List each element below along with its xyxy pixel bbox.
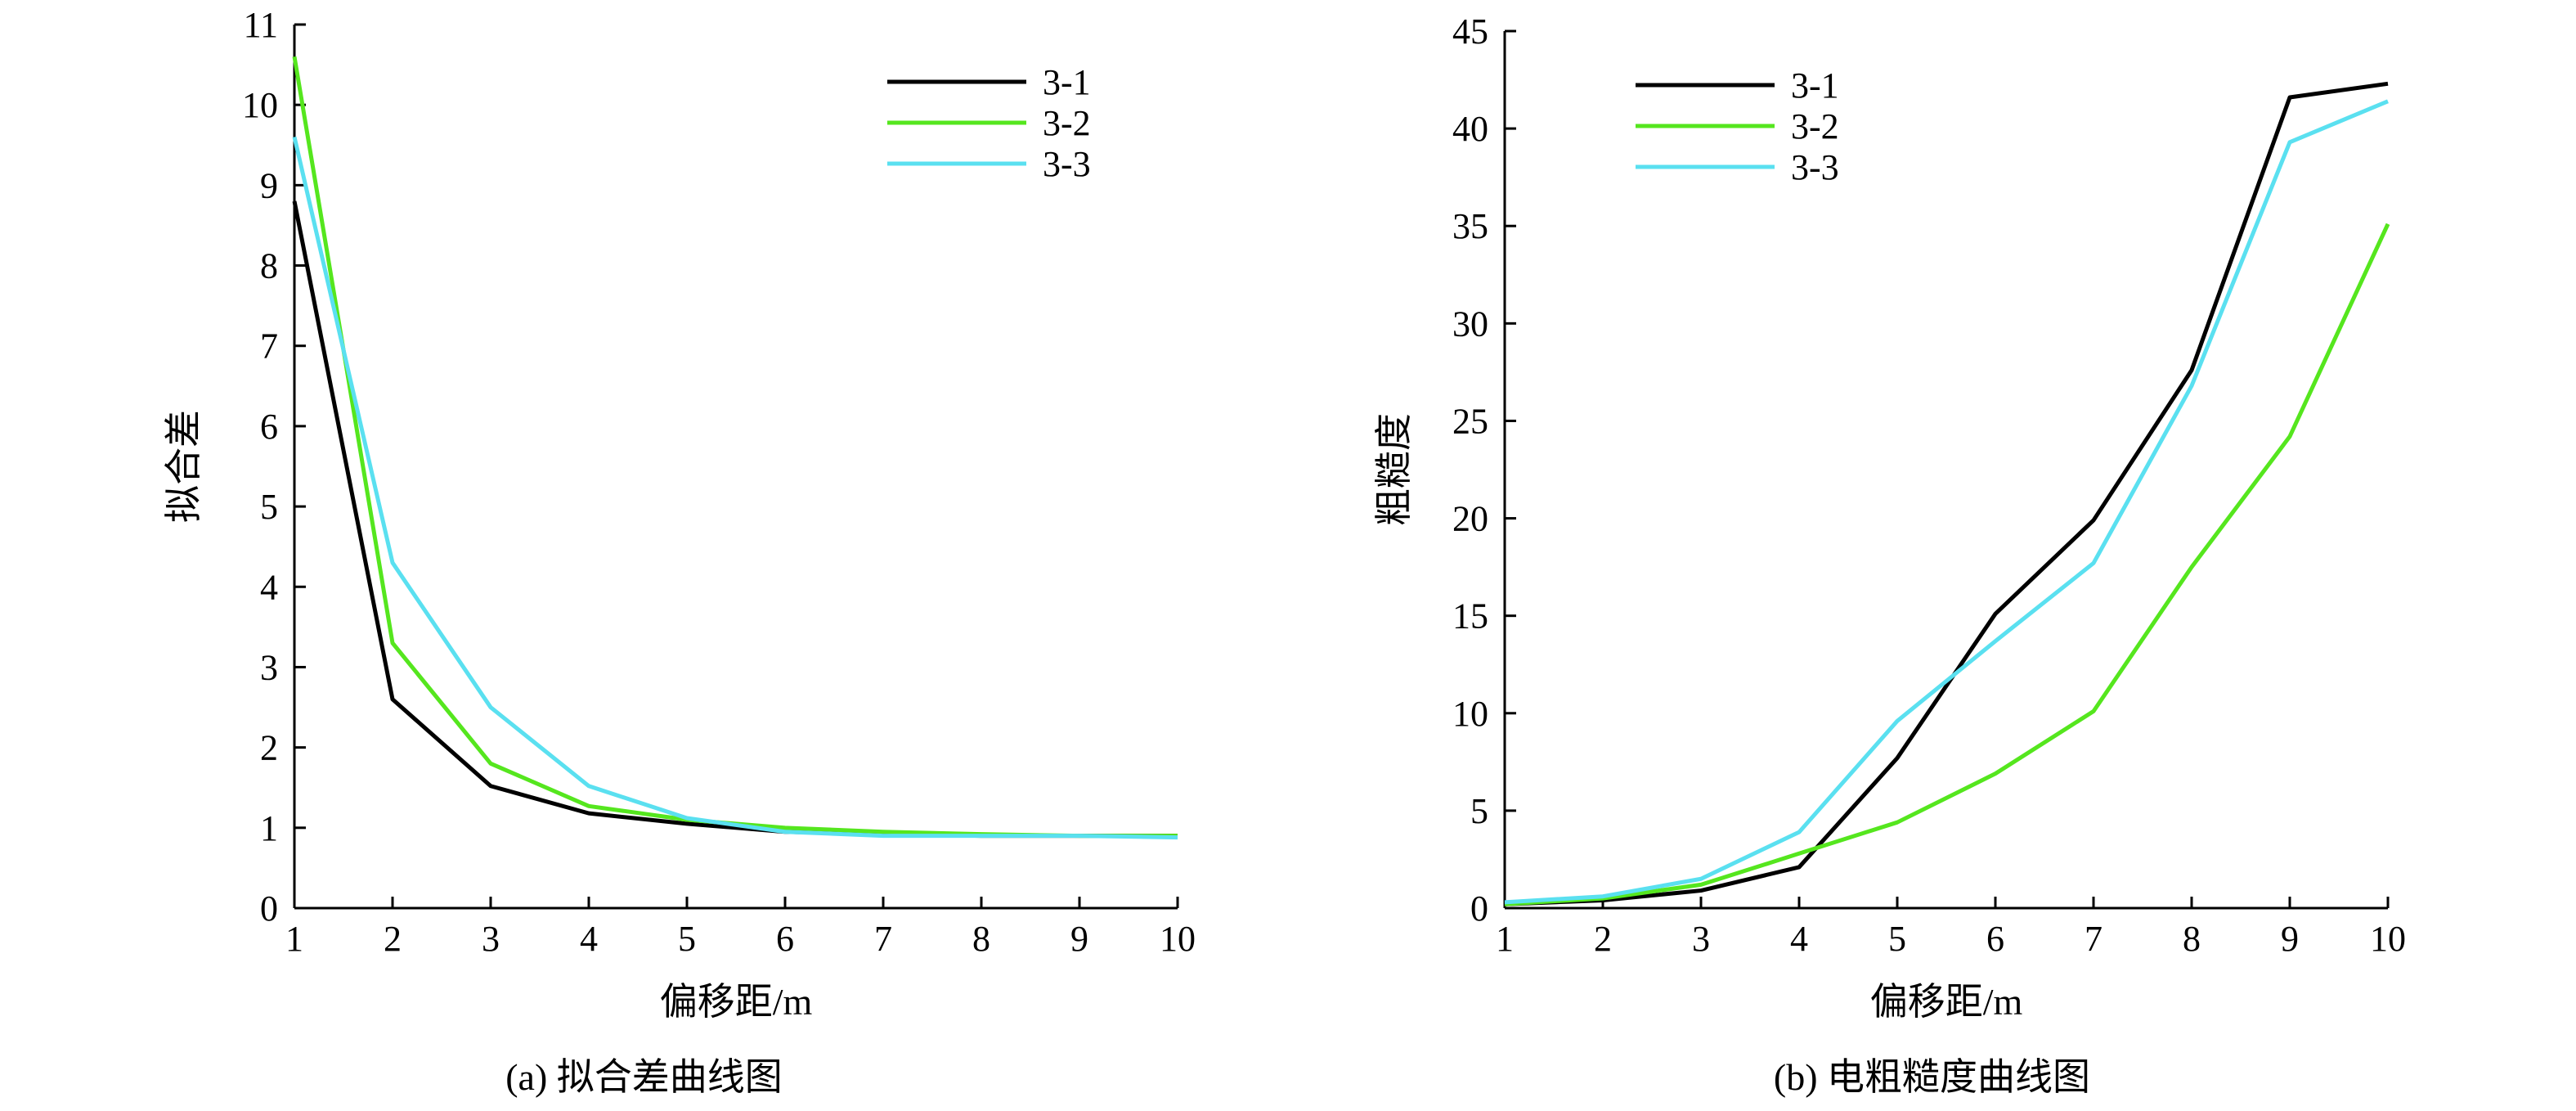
legend-label-3-2: 3-2	[1043, 103, 1091, 143]
y-tick-label: 30	[1452, 304, 1488, 344]
x-tick-label: 9	[1070, 919, 1088, 959]
x-tick-label: 10	[2370, 919, 2406, 959]
legend-label-3-1: 3-1	[1791, 65, 1839, 106]
x-tick-label: 3	[482, 919, 500, 959]
x-tick-label: 7	[2085, 919, 2103, 959]
chart-caption-b: (b) 电粗糙度曲线图	[1773, 1056, 2091, 1098]
x-tick-label: 7	[874, 919, 892, 959]
x-tick-label: 9	[2281, 919, 2299, 959]
y-tick-label: 9	[260, 165, 278, 205]
y-tick-label: 10	[242, 85, 278, 125]
y-tick-label: 35	[1452, 206, 1488, 246]
x-tick-label: 3	[1692, 919, 1710, 959]
x-tick-label: 5	[1888, 919, 1906, 959]
chart-panel-b: 0 5 10 15 20 25 30 35 40 45 1 2 3 4 5 6 7 8 9 10 偏移距/m 粗糙度 3-1…	[1288, 0, 2576, 1111]
series-line-3-3	[292, 136, 1178, 840]
y-tick-label: 2	[260, 728, 278, 768]
series-line-3-2	[1504, 223, 2390, 906]
x-tick-label: 4	[1790, 919, 1808, 959]
y-tick-label: 40	[1452, 109, 1488, 149]
x-tick-label: 5	[678, 919, 696, 959]
y-tick-label: 0	[1470, 888, 1488, 929]
x-tick-label: 1	[285, 919, 303, 959]
y-axis-label: 粗糙度	[1373, 413, 1415, 526]
series-line-3-3	[1504, 99, 2389, 905]
legend-label-3-3: 3-3	[1791, 147, 1839, 187]
y-tick-label: 0	[260, 888, 278, 929]
y-tick-label: 10	[1452, 694, 1488, 734]
x-axis-label: 偏移距/m	[660, 981, 813, 1023]
legend-label-3-2: 3-2	[1791, 106, 1839, 146]
y-axis-label: 拟合差	[163, 410, 204, 523]
x-tick-label: 1	[1496, 919, 1514, 959]
x-tick-label: 4	[580, 919, 598, 959]
y-tick-label: 1	[260, 808, 278, 848]
y-tick-label: 3	[260, 647, 278, 687]
y-tick-label: 8	[260, 246, 278, 286]
y-tick-label: 11	[244, 5, 278, 45]
x-tick-label: 8	[2183, 919, 2201, 959]
chart-panel-a: 0 1 2 3 4 5 6 7 8 9 10 11 1 2 3 4 5 6 7 8 9 10 偏移距/m 拟合差 3-1 3-2 3…	[163, 5, 1196, 1098]
x-tick-label: 8	[972, 919, 990, 959]
y-tick-label: 45	[1452, 11, 1488, 52]
y-tick-label: 6	[260, 407, 278, 447]
x-tick-label: 6	[776, 919, 794, 959]
x-tick-label: 10	[1160, 919, 1196, 959]
legend-label-3-1: 3-1	[1043, 62, 1091, 102]
y-tick-label: 5	[1470, 791, 1488, 831]
x-axis-label: 偏移距/m	[1870, 981, 2023, 1023]
y-tick-label: 20	[1452, 499, 1488, 539]
y-tick-label: 5	[260, 487, 278, 527]
y-tick-label: 25	[1452, 401, 1488, 441]
chart-caption-a: (a) 拟合差曲线图	[505, 1056, 783, 1098]
y-tick-label: 4	[260, 567, 278, 607]
x-tick-label: 2	[384, 919, 402, 959]
y-tick-label: 7	[260, 326, 278, 367]
y-tick-label: 15	[1452, 596, 1488, 636]
series-line-3-1	[1504, 81, 2389, 906]
x-tick-label: 2	[1594, 919, 1612, 959]
legend-label-3-3: 3-3	[1043, 144, 1091, 184]
series-line-3-1	[292, 200, 1178, 839]
x-tick-label: 6	[1986, 919, 2004, 959]
